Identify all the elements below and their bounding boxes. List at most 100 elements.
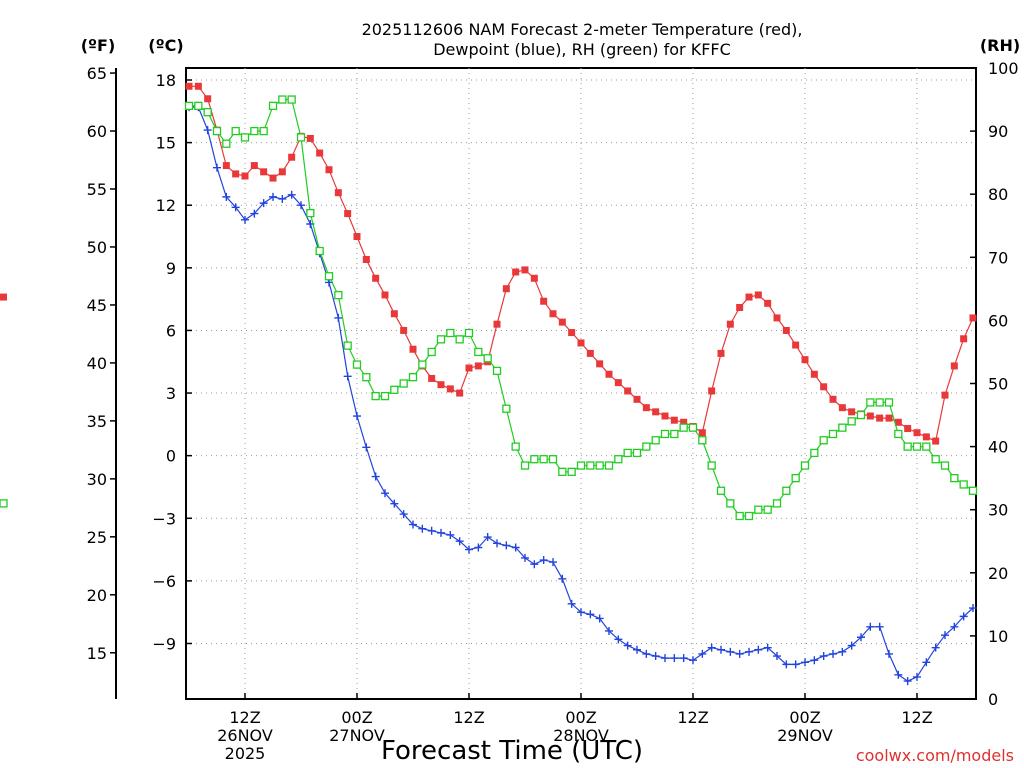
- data-point-dewpoint: [950, 622, 959, 631]
- data-point-temperature: [801, 356, 809, 364]
- data-point-temperature: [876, 414, 884, 422]
- x-tick-label: 00Z: [341, 708, 372, 727]
- rh-tick-label: 40: [988, 438, 1008, 457]
- data-point-dewpoint: [567, 599, 576, 608]
- data-point-temperature: [232, 170, 240, 178]
- data-point-dewpoint: [847, 641, 856, 650]
- data-point-rh: [362, 373, 371, 382]
- data-point-temperature: [0, 293, 7, 301]
- data-point-rh: [800, 461, 810, 470]
- data-point-temperature: [400, 326, 408, 334]
- series-dewpoint: [185, 103, 977, 686]
- fahrenheit-tick-label: 55: [87, 180, 107, 199]
- data-point-rh: [240, 133, 250, 142]
- data-point-dewpoint: [931, 643, 940, 652]
- data-point-dewpoint: [810, 656, 819, 665]
- data-point-dewpoint: [502, 541, 511, 550]
- data-point-temperature: [250, 162, 258, 170]
- data-point-dewpoint: [269, 192, 277, 201]
- data-point-dewpoint: [829, 649, 837, 658]
- data-point-rh: [660, 429, 670, 439]
- data-point-temperature: [316, 149, 324, 157]
- data-point-rh: [268, 101, 278, 111]
- data-point-temperature: [530, 274, 538, 282]
- fahrenheit-tick-label: 50: [87, 238, 107, 257]
- rh-axis-label: (RH): [980, 36, 1020, 55]
- data-point-temperature: [792, 341, 800, 349]
- data-point-rh: [278, 95, 287, 104]
- data-point-rh: [567, 467, 576, 476]
- data-point-rh: [856, 410, 866, 420]
- data-point-temperature: [465, 364, 473, 372]
- data-point-rh: [530, 455, 539, 464]
- data-point-temperature: [866, 412, 874, 420]
- x-tick-label: 00Z: [789, 708, 820, 727]
- data-point-rh: [483, 354, 492, 363]
- data-point-rh: [894, 429, 903, 439]
- data-point-rh: [539, 455, 548, 464]
- rh-tick-label: 20: [988, 564, 1008, 583]
- data-point-rh: [558, 467, 567, 476]
- data-point-dewpoint: [623, 641, 632, 650]
- data-point-dewpoint: [371, 472, 380, 481]
- data-point-temperature: [549, 310, 557, 318]
- data-point-rh: [912, 442, 922, 451]
- fahrenheit-tick-label: 15: [87, 644, 107, 663]
- data-point-rh: [903, 442, 912, 451]
- data-point-rh: [446, 328, 455, 338]
- data-point-temperature: [614, 379, 622, 387]
- data-point-temperature: [605, 370, 613, 378]
- data-point-temperature: [670, 416, 678, 424]
- data-point-dewpoint: [465, 545, 473, 554]
- data-point-temperature: [941, 391, 949, 399]
- fahrenheit-tick-label: 40: [87, 354, 107, 373]
- data-point-rh: [511, 442, 520, 451]
- data-point-rh: [716, 486, 726, 495]
- data-point-dewpoint: [726, 647, 735, 656]
- data-point-temperature: [474, 362, 482, 370]
- data-point-dewpoint: [614, 635, 623, 644]
- data-point-rh: [688, 423, 698, 432]
- data-point-temperature: [726, 320, 734, 328]
- rh-tick-label: 50: [988, 375, 1008, 394]
- data-point-rh: [399, 379, 408, 388]
- celsius-tick-label: −3: [152, 509, 176, 528]
- data-point-dewpoint: [903, 677, 912, 686]
- data-point-dewpoint: [745, 647, 753, 656]
- data-point-rh: [828, 429, 838, 439]
- data-point-rh: [744, 511, 754, 521]
- data-point-rh: [324, 272, 334, 281]
- data-point-rh: [418, 360, 427, 369]
- data-point-rh: [782, 486, 791, 495]
- data-point-rh: [698, 436, 707, 445]
- data-point-temperature: [568, 329, 576, 337]
- data-point-dewpoint: [773, 652, 781, 661]
- data-point-dewpoint: [689, 656, 697, 665]
- fahrenheit-tick-label: 45: [87, 296, 107, 315]
- data-point-temperature: [829, 395, 837, 403]
- data-point-rh: [959, 480, 968, 489]
- data-point-temperature: [577, 339, 585, 347]
- data-point-dewpoint: [735, 649, 744, 658]
- data-point-rh: [679, 423, 688, 432]
- data-point-dewpoint: [418, 524, 427, 533]
- x-tick-label: 2025: [225, 744, 266, 763]
- data-point-dewpoint: [259, 199, 268, 208]
- data-point-temperature: [446, 385, 454, 393]
- data-point-temperature: [596, 360, 604, 368]
- data-point-temperature: [409, 345, 417, 353]
- data-point-dewpoint: [446, 530, 455, 539]
- data-point-rh: [296, 133, 306, 142]
- data-point-temperature: [390, 310, 398, 318]
- data-point-rh: [315, 246, 324, 256]
- data-point-rh: [212, 126, 222, 136]
- data-point-temperature: [194, 82, 202, 90]
- data-point-dewpoint: [362, 443, 371, 452]
- data-point-temperature: [932, 437, 940, 445]
- data-point-rh: [754, 505, 763, 514]
- data-point-dewpoint: [231, 203, 240, 212]
- data-point-rh: [642, 442, 651, 451]
- data-point-temperature: [372, 274, 380, 282]
- data-point-dewpoint: [866, 622, 875, 631]
